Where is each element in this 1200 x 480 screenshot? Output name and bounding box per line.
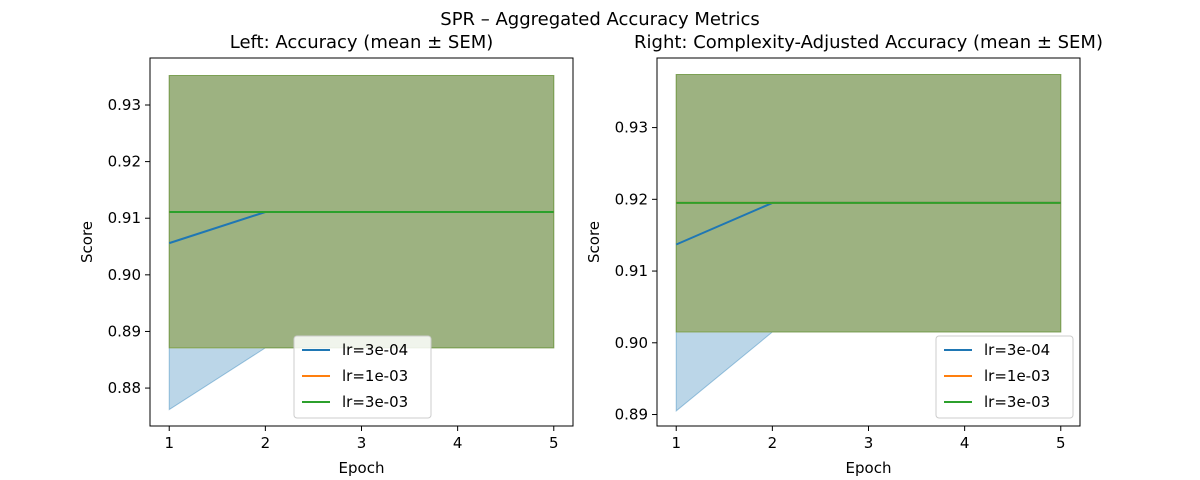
y-tick-label: 0.90 bbox=[108, 266, 141, 284]
y-tick-label: 0.91 bbox=[108, 209, 141, 227]
legend: lr=3e-04 lr=1e-03 lr=3e-03 bbox=[293, 335, 432, 419]
y-tick-label: 0.92 bbox=[615, 190, 648, 208]
y-tick-label: 0.93 bbox=[615, 119, 648, 137]
y-tick-label: 0.91 bbox=[615, 262, 648, 280]
x-tick-label: 1 bbox=[164, 434, 174, 452]
legend-label-series-2: lr=3e-03 bbox=[342, 393, 408, 411]
legend-frame bbox=[935, 335, 1074, 419]
panel-title: Left: Accuracy (mean ± SEM) bbox=[230, 32, 494, 53]
sem-band-series-0 bbox=[675, 73, 1062, 412]
x-tick-label: 4 bbox=[960, 434, 970, 452]
x-tick-label: 1 bbox=[671, 434, 681, 452]
legend-label-series-1: lr=1e-03 bbox=[342, 367, 408, 385]
x-tick-label: 3 bbox=[357, 434, 367, 452]
x-tick-label: 5 bbox=[1056, 434, 1066, 452]
sem-band-series-0 bbox=[168, 75, 555, 411]
legend-frame bbox=[293, 335, 432, 419]
x-tick-label: 2 bbox=[768, 434, 778, 452]
right-complexity-adjusted-panel: Right: Complexity-Adjusted Accuracy (mea… bbox=[585, 32, 1103, 477]
x-axis-label: Epoch bbox=[846, 459, 892, 477]
legend-label-series-0: lr=3e-04 bbox=[984, 341, 1050, 359]
y-axis-label: Score bbox=[78, 221, 96, 263]
x-tick-label: 3 bbox=[864, 434, 874, 452]
legend-label-series-0: lr=3e-04 bbox=[342, 341, 408, 359]
x-tick-label: 5 bbox=[549, 434, 559, 452]
x-axis-label: Epoch bbox=[339, 459, 385, 477]
x-tick-label: 4 bbox=[453, 434, 463, 452]
legend: lr=3e-04 lr=1e-03 lr=3e-03 bbox=[935, 335, 1074, 419]
x-tick-label: 2 bbox=[261, 434, 271, 452]
y-tick-label: 0.90 bbox=[615, 334, 648, 352]
y-tick-label: 0.93 bbox=[108, 96, 141, 114]
left-accuracy-panel: Left: Accuracy (mean ± SEM) 1 2 3 4 5 0.88 0.89… bbox=[78, 32, 574, 477]
legend-label-series-1: lr=1e-03 bbox=[984, 367, 1050, 385]
y-tick-label: 0.92 bbox=[108, 153, 141, 171]
y-tick-label: 0.89 bbox=[108, 322, 141, 340]
y-tick-label: 0.89 bbox=[615, 406, 648, 424]
y-tick-label: 0.88 bbox=[108, 379, 141, 397]
panel-title: Right: Complexity-Adjusted Accuracy (mea… bbox=[634, 32, 1103, 53]
y-axis-label: Score bbox=[585, 221, 603, 263]
legend-label-series-2: lr=3e-03 bbox=[984, 393, 1050, 411]
figure-suptitle: SPR – Aggregated Accuracy Metrics bbox=[440, 9, 759, 30]
plot-area bbox=[168, 75, 555, 411]
plot-area bbox=[675, 73, 1062, 412]
